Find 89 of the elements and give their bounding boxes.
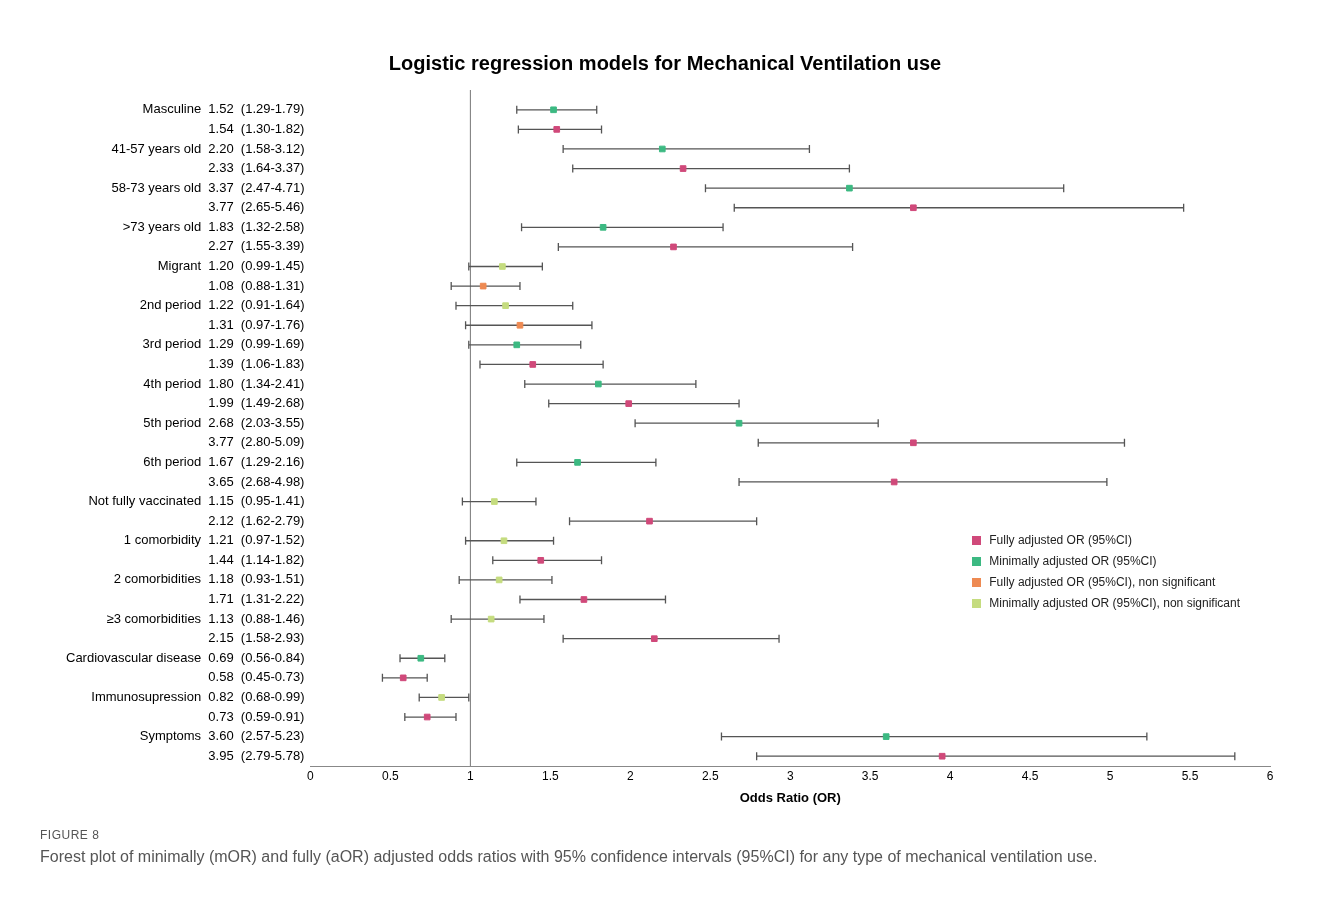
- y-tick-label: 1.31 (0.97-1.76): [208, 316, 305, 332]
- y-tick-label: Masculine 1.52 (1.29-1.79): [142, 101, 305, 117]
- point: [646, 517, 653, 525]
- y-tick-label: 1.54 (1.30-1.82): [208, 120, 305, 136]
- x-tick-label: 1: [467, 768, 475, 783]
- y-tick-label: 1.39 (1.06-1.83): [208, 356, 305, 372]
- point: [550, 106, 557, 114]
- point: [595, 380, 602, 388]
- x-tick-label: 3.5: [861, 768, 879, 783]
- x-tick-label: 4.5: [1021, 768, 1039, 783]
- point: [890, 478, 898, 486]
- y-tick-label: 58-73 years old 3.37 (2.47-4.71): [111, 179, 305, 195]
- y-tick-label: 2.33 (1.64-3.37): [208, 160, 305, 176]
- point: [500, 537, 508, 545]
- x-tick-label: 0: [307, 768, 315, 783]
- y-tick-label: 2.27 (1.55-3.39): [208, 238, 305, 254]
- chart-title: Logistic regression models for Mechanical Ventilation use: [388, 51, 942, 74]
- point: [495, 576, 503, 584]
- x-axis-title: Odds Ratio (OR): [739, 789, 841, 805]
- point: [537, 557, 545, 564]
- point: [516, 321, 524, 329]
- y-tick-label: 1.44 (1.14-1.82): [208, 551, 305, 567]
- x-tick-label: 4: [946, 768, 954, 783]
- x-tick-label: 2: [626, 768, 634, 783]
- y-tick-label: Cardiovascular disease 0.69 (0.56-0.84): [65, 649, 305, 665]
- y-tick-label: Immunosupression 0.82 (0.68-0.99): [91, 689, 305, 705]
- point: [846, 184, 853, 192]
- point: [599, 224, 607, 231]
- y-tick-label: 3.77 (2.80-5.09): [208, 434, 305, 450]
- y-tick-label: 1 comorbidity 1.21 (0.97-1.52): [123, 532, 305, 548]
- legend-label: Fully adjusted OR (95%CI): [989, 533, 1132, 548]
- point: [491, 498, 498, 505]
- y-tick-label: 5th period 2.68 (2.03-3.55): [143, 414, 305, 430]
- text: Forest plot of minimally (mOR) and fully (aOR) adjusted odds ratios with 95% confidence intervals (95%CI) for any type of mechanical ventilation use.: [40, 848, 1098, 866]
- y-tick-label: 2nd period 1.22 (0.91-1.64): [139, 297, 305, 313]
- y-tick-label: 0.58 (0.45-0.73): [208, 669, 305, 685]
- point: [479, 282, 487, 290]
- y-tick-label: 3.95 (2.79-5.78): [208, 747, 305, 763]
- point: [882, 733, 890, 740]
- point: [529, 361, 537, 368]
- point: [574, 459, 581, 466]
- point: [910, 439, 917, 447]
- point: [499, 263, 506, 270]
- point: [625, 400, 633, 407]
- y-tick-label: Symptoms 3.60 (2.57-5.23): [139, 728, 305, 744]
- point: [670, 243, 677, 251]
- point: [438, 694, 445, 701]
- legend-label: Minimally adjusted OR (95%CI): [989, 554, 1157, 569]
- y-tick-label: 3.77 (2.65-5.46): [208, 199, 305, 215]
- y-tick-label: 41-57 years old 2.20 (1.58-3.12): [111, 140, 305, 156]
- y-tick-label: 3.65 (2.68-4.98): [208, 473, 305, 489]
- y-tick-label: 2.12 (1.62-2.79): [208, 512, 305, 528]
- x-tick-label: 6: [1266, 768, 1274, 783]
- y-tick-label: >73 years old 1.83 (1.32-2.58): [122, 218, 305, 234]
- point: [423, 713, 431, 721]
- y-tick-label: 4th period 1.80 (1.34-2.41): [143, 375, 305, 391]
- x-tick-label: 5: [1106, 768, 1114, 783]
- point: [679, 165, 687, 172]
- x-tick-label: 1.5: [542, 768, 560, 783]
- legend-label: Fully adjusted OR (95%CI), non significant: [989, 575, 1216, 590]
- point: [553, 126, 561, 133]
- y-tick-label: 6th period 1.67 (1.29-2.16): [143, 453, 305, 469]
- y-tick-label: 2.15 (1.58-2.93): [208, 630, 305, 646]
- point: [487, 615, 495, 623]
- x-tick-label: 3: [786, 768, 794, 783]
- y-tick-label: 0.73 (0.59-0.91): [208, 708, 305, 724]
- point: [399, 674, 407, 682]
- point: [502, 302, 509, 310]
- x-tick-label: 0.5: [382, 768, 400, 783]
- y-tick-label: 1.99 (1.49-2.68): [208, 395, 305, 411]
- point: [735, 419, 743, 427]
- x-tick-label: 2.5: [701, 768, 719, 783]
- point: [910, 204, 917, 212]
- caption: FIGURE 8: [40, 828, 101, 842]
- legend-label: Minimally adjusted OR (95%CI), non significant: [989, 596, 1240, 611]
- y-tick-label: ≥3 comorbidities 1.13 (0.88-1.46): [106, 610, 305, 626]
- y-tick-label: 1.71 (1.31-2.22): [208, 591, 305, 607]
- point: [650, 635, 658, 643]
- point: [580, 596, 588, 603]
- y-tick-label: 1.08 (0.88-1.31): [208, 277, 305, 293]
- point: [938, 752, 946, 760]
- y-tick-label: 2 comorbidities 1.18 (0.93-1.51): [113, 571, 305, 587]
- point: [658, 145, 666, 153]
- y-tick-label: Not fully vaccinated 1.15 (0.95-1.41): [88, 493, 305, 509]
- x-tick-label: 5.5: [1181, 768, 1199, 783]
- y-tick-label: Migrant 1.20 (0.99-1.45): [157, 258, 305, 274]
- y-tick-label: 3rd period 1.29 (0.99-1.69): [142, 336, 305, 352]
- point: [417, 654, 425, 662]
- point: [513, 341, 521, 349]
